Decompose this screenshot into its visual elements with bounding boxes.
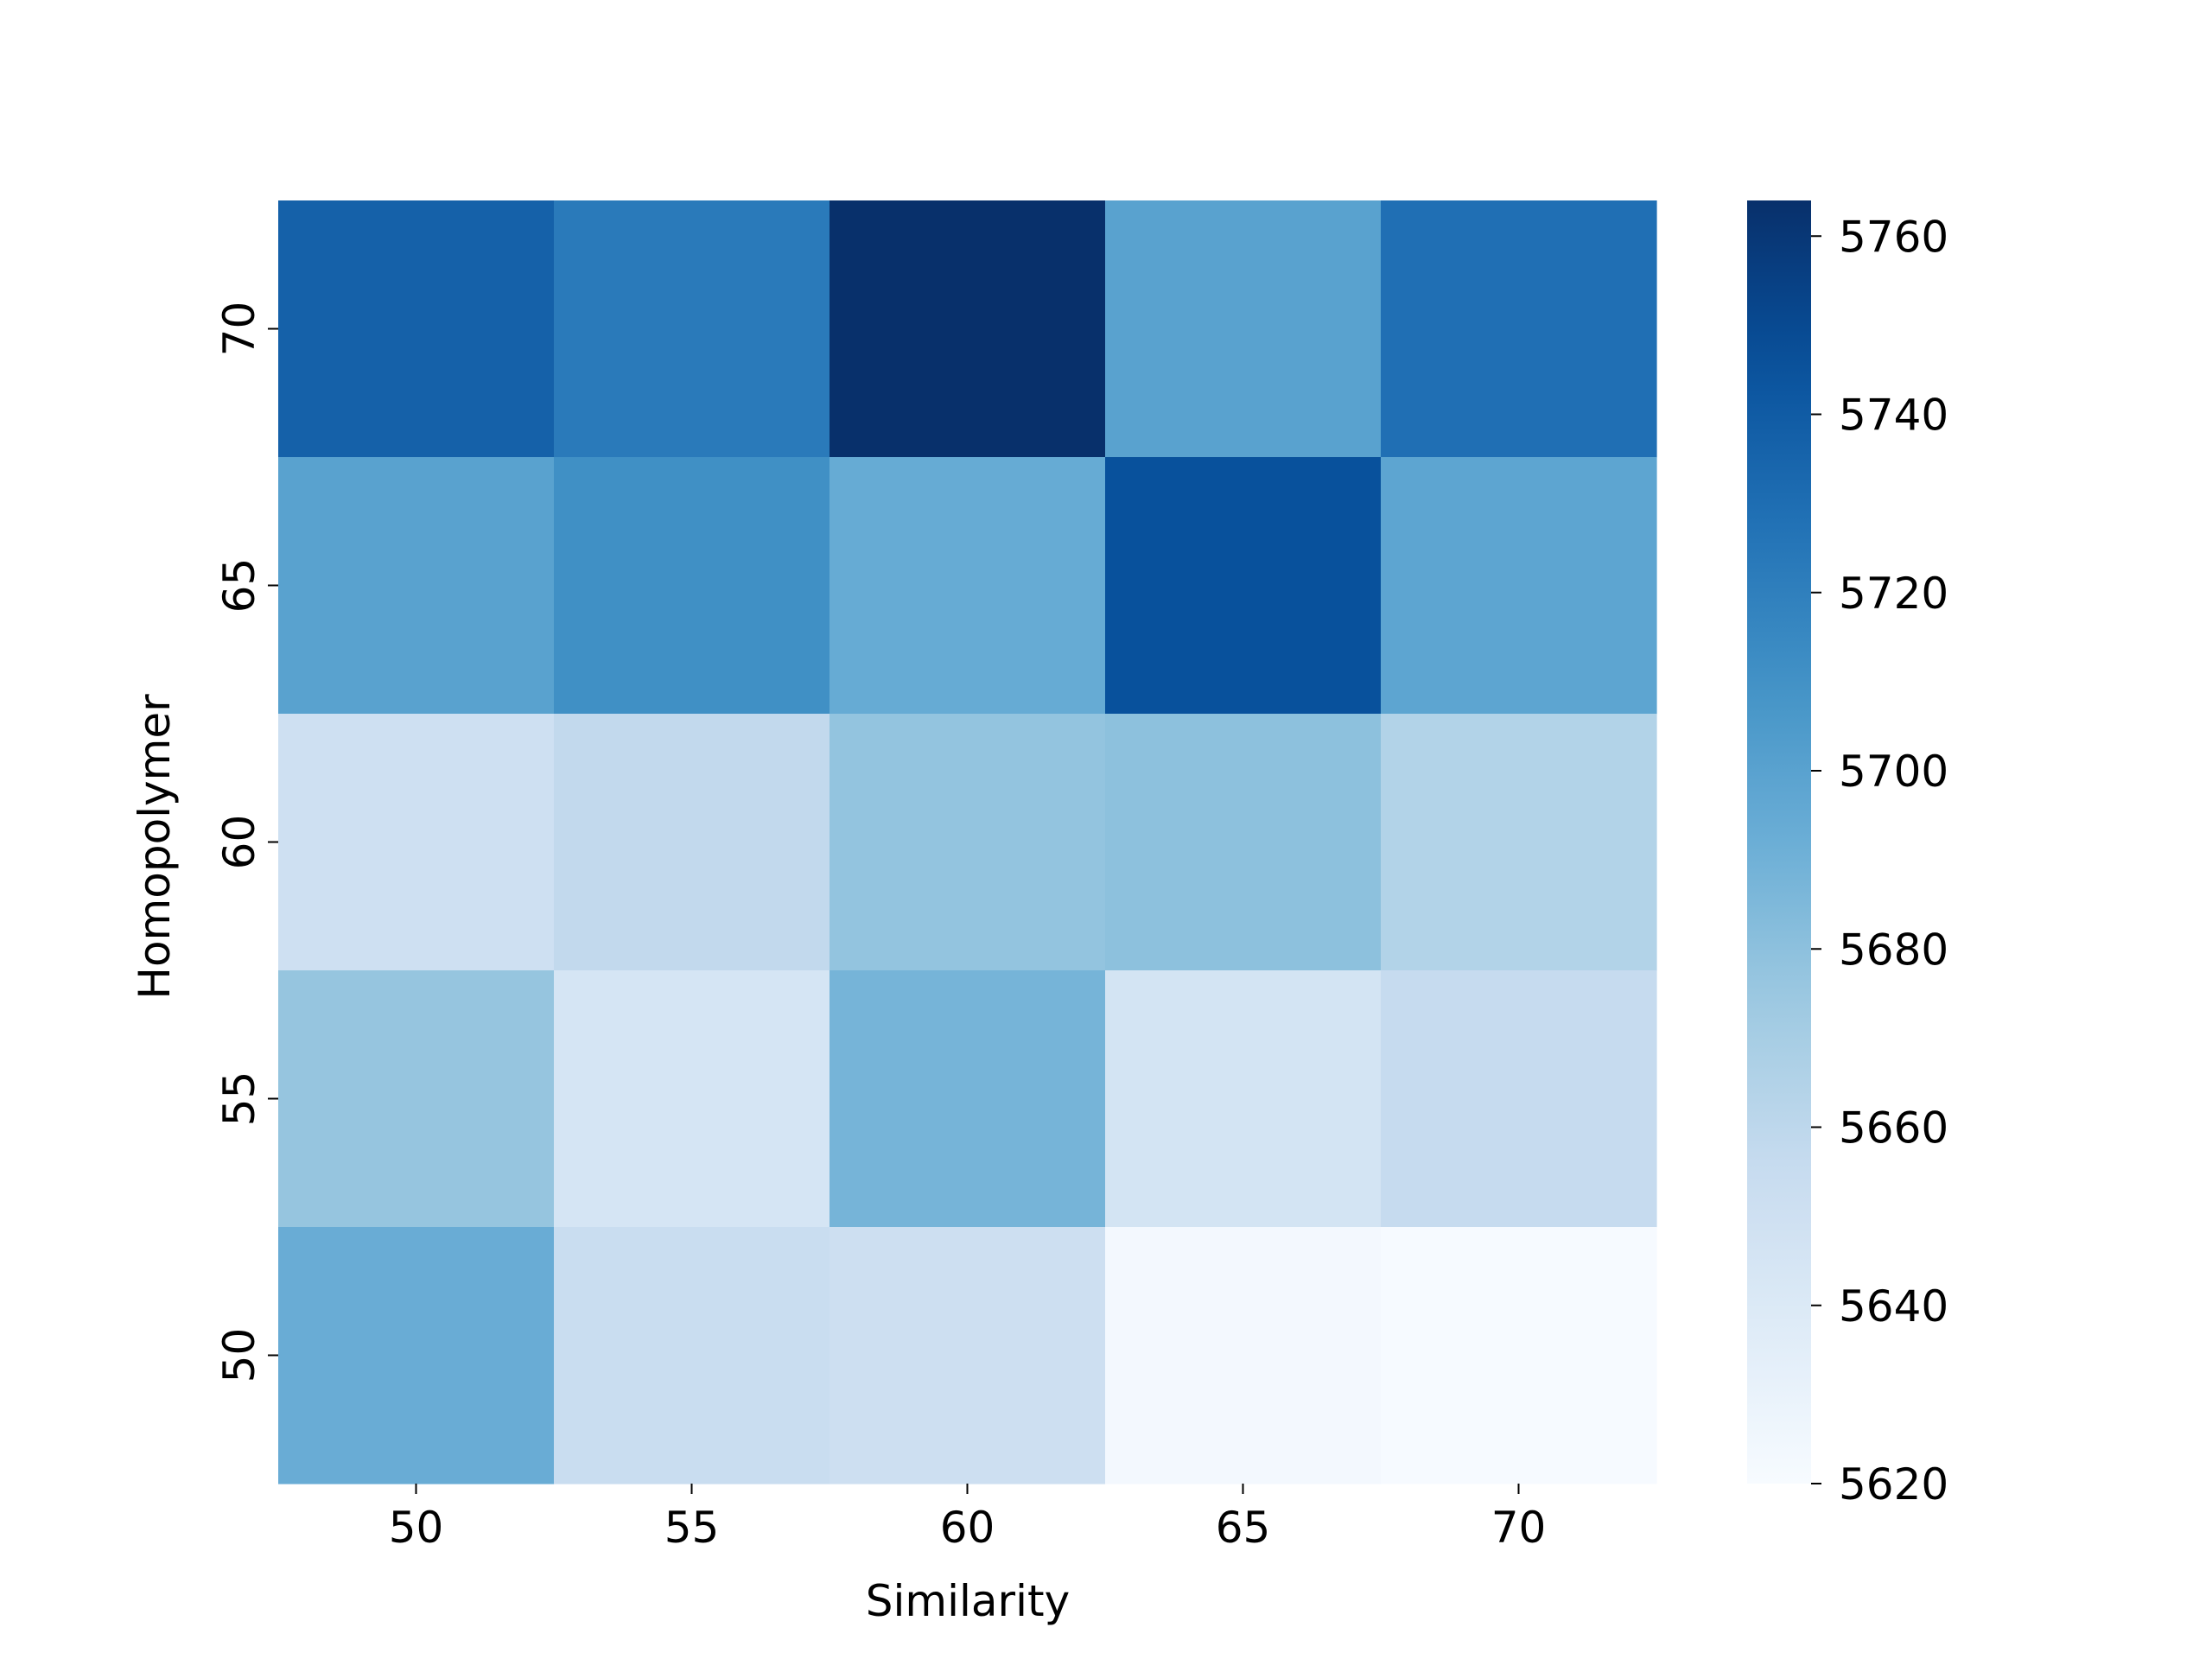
heatmap-cell bbox=[830, 1227, 1106, 1484]
colorbar bbox=[1747, 200, 1811, 1484]
colorbar-ticks: 5620 5640 5660 5680 5700 5720 5740 5760 bbox=[1811, 212, 1948, 1510]
heatmap-cell bbox=[278, 457, 555, 715]
heatmap-cell bbox=[830, 970, 1106, 1228]
heatmap-cell bbox=[1105, 714, 1382, 971]
heatmap-cell bbox=[1105, 457, 1382, 715]
colorbar-tick-label: 5760 bbox=[1839, 212, 1948, 262]
colorbar-tick-label: 5620 bbox=[1839, 1459, 1948, 1510]
heatmap-cell bbox=[1381, 970, 1657, 1228]
heatmap-cell bbox=[830, 200, 1106, 458]
x-tick-label: 55 bbox=[664, 1503, 720, 1553]
colorbar-tick-label: 5680 bbox=[1839, 925, 1948, 975]
heatmap-cell bbox=[554, 714, 830, 971]
heatmap-cell bbox=[554, 970, 830, 1228]
y-axis-label: Homopolymer bbox=[130, 694, 180, 1000]
x-axis-label: Similarity bbox=[866, 1576, 1070, 1626]
colorbar-tick-label: 5740 bbox=[1839, 391, 1948, 441]
heatmap-cell bbox=[1105, 1227, 1382, 1484]
heatmap-cell bbox=[278, 1227, 555, 1484]
heatmap-cell bbox=[554, 1227, 830, 1484]
y-tick-label: 50 bbox=[214, 1328, 264, 1383]
x-tick-label: 70 bbox=[1491, 1503, 1547, 1553]
x-axis: 50 55 60 65 70 bbox=[389, 1484, 1547, 1553]
heatmap-cells bbox=[278, 200, 1657, 1484]
y-axis: 70 65 60 55 50 bbox=[214, 302, 278, 1383]
heatmap-cell bbox=[278, 714, 555, 971]
heatmap-cell bbox=[1381, 200, 1657, 458]
x-tick-label: 50 bbox=[389, 1503, 444, 1553]
heatmap-cell bbox=[830, 714, 1106, 971]
heatmap-cell bbox=[1381, 1227, 1657, 1484]
colorbar-tick-label: 5700 bbox=[1839, 747, 1948, 797]
heatmap-cell bbox=[554, 200, 830, 458]
heatmap-cell bbox=[1105, 200, 1382, 458]
colorbar-tick-label: 5720 bbox=[1839, 569, 1948, 619]
heatmap-cell bbox=[1381, 714, 1657, 971]
x-tick-label: 65 bbox=[1216, 1503, 1271, 1553]
y-tick-label: 70 bbox=[214, 302, 264, 357]
heatmap-cell bbox=[554, 457, 830, 715]
heatmap-cell bbox=[1105, 970, 1382, 1228]
colorbar-tick-label: 5640 bbox=[1839, 1281, 1948, 1332]
colorbar-tick-label: 5660 bbox=[1839, 1103, 1948, 1154]
heatmap-cell bbox=[278, 970, 555, 1228]
x-tick-label: 60 bbox=[940, 1503, 995, 1553]
y-tick-label: 60 bbox=[214, 815, 264, 870]
heatmap-cell bbox=[1381, 457, 1657, 715]
heatmap-cell bbox=[278, 200, 555, 458]
y-tick-label: 55 bbox=[214, 1071, 264, 1127]
heatmap-cell bbox=[830, 457, 1106, 715]
y-tick-label: 65 bbox=[214, 558, 264, 613]
